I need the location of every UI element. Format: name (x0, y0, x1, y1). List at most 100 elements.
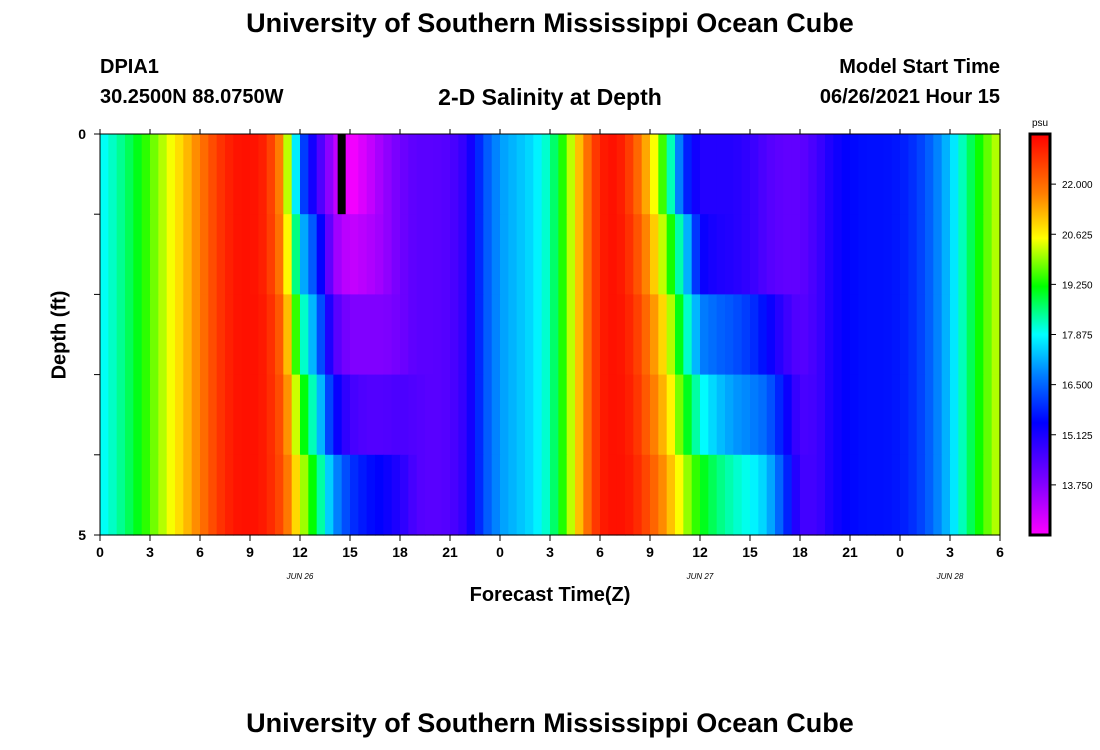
x-tick-label: 0 (896, 544, 904, 560)
heatmap-cell (416, 454, 426, 536)
heatmap-cell (866, 134, 876, 215)
y-tick-labels: 05 (78, 126, 86, 543)
heatmap-cell (291, 214, 301, 295)
heatmap-cell (225, 294, 234, 376)
heatmap-cell (283, 134, 293, 215)
heatmap-cell (883, 294, 893, 376)
heatmap-cell (258, 294, 268, 376)
heatmap-cell (666, 134, 676, 215)
heatmap-cell (900, 454, 909, 536)
heatmap-cell (100, 294, 109, 376)
heatmap-cell (641, 214, 651, 295)
heatmap-cell (141, 214, 151, 295)
heatmap-cell (308, 454, 318, 536)
heatmap-cell (691, 214, 701, 295)
heatmap-cell (316, 134, 326, 215)
heatmap-cell (566, 454, 576, 536)
heatmap-cell (241, 134, 251, 215)
heatmap-cell (975, 214, 984, 295)
heatmap-cell (366, 214, 376, 295)
heatmap-cell (433, 134, 443, 215)
heatmap-cell (375, 214, 384, 295)
heatmap-cell (116, 374, 126, 456)
heatmap-cell (691, 454, 701, 536)
heatmap-cell (716, 454, 726, 536)
heatmap-cell (766, 454, 776, 536)
heatmap-cell (416, 214, 426, 295)
heatmap-cell (525, 214, 534, 295)
heatmap-cell (775, 134, 784, 215)
heatmap-cell (441, 374, 451, 456)
heatmap-cell (408, 134, 418, 215)
page-title: University of Southern Mississippi Ocean… (246, 8, 854, 38)
x-tick-label: 12 (292, 544, 308, 560)
heatmap-cell (358, 134, 368, 215)
heatmap-cell (850, 294, 859, 376)
heatmap-cell (608, 214, 618, 295)
heatmap-cell (816, 454, 826, 536)
heatmap-cell (975, 134, 984, 215)
heatmap-cell (408, 374, 418, 456)
heatmap-cell (300, 294, 309, 376)
heatmap-cell (991, 454, 1001, 536)
heatmap-cell (425, 134, 434, 215)
heatmap-cell (450, 294, 459, 376)
heatmap-cell (733, 214, 743, 295)
heatmap-cell (383, 294, 393, 376)
heatmap-cell (775, 214, 784, 295)
heatmap-cell (891, 214, 901, 295)
heatmap-cell (633, 294, 643, 376)
heatmap-cell (775, 374, 784, 456)
heatmap-cell (766, 374, 776, 456)
heatmap-cell (291, 294, 301, 376)
y-axis-label: Depth (ft) (48, 290, 71, 380)
heatmap-cell (508, 454, 518, 536)
heatmap-cell (891, 134, 901, 215)
heatmap-cell (383, 454, 393, 536)
heatmap-cell (466, 374, 476, 456)
heatmap-cell (241, 374, 251, 456)
heatmap-cell (533, 454, 543, 536)
heatmap-cell (100, 214, 109, 295)
heatmap-cell (950, 214, 959, 295)
heatmap-cell (650, 134, 659, 215)
heatmap-cell (175, 214, 184, 295)
station-coordinates: 30.2500N 88.0750W (100, 86, 284, 108)
heatmap-cell (500, 294, 509, 376)
heatmap-cell (533, 294, 543, 376)
heatmap-cell (400, 214, 409, 295)
heatmap-cell (991, 374, 1001, 456)
heatmap-cell (591, 134, 601, 215)
heatmap-cell (200, 294, 209, 376)
heatmap-cell (808, 294, 818, 376)
heatmap-cell (658, 374, 668, 456)
heatmap-cell (825, 374, 834, 456)
heatmap-cell (591, 214, 601, 295)
colorbar-units: psu (1032, 118, 1048, 129)
heatmap-cell (608, 454, 618, 536)
heatmap-cell (250, 374, 259, 456)
heatmap-cell (600, 454, 609, 536)
x-tick-labels: 0 3 6 9 12 15 18 21 0 3 6 9 12 15 18 21 0 3 6 (96, 544, 1004, 560)
heatmap-cell (858, 454, 868, 536)
y-tick-label: 5 (78, 527, 86, 543)
heatmap-cell (791, 214, 801, 295)
x-tick-label: 3 (546, 544, 554, 560)
heatmap-cell (341, 374, 351, 456)
heatmap-cell (733, 374, 743, 456)
heatmap-cell (700, 454, 709, 536)
heatmap-cell (283, 294, 293, 376)
heatmap-cell (366, 454, 376, 536)
heatmap-cell (208, 214, 218, 295)
x-tick-label: 9 (246, 544, 254, 560)
heatmap-cell (258, 214, 268, 295)
x-tick-label: 18 (792, 544, 808, 560)
heatmap-cell (650, 374, 659, 456)
heatmap-cell (741, 374, 751, 456)
heatmap-cell (858, 294, 868, 376)
heatmap-cell (741, 294, 751, 376)
heatmap-cell (908, 214, 918, 295)
heatmap-cell (566, 374, 576, 456)
heatmap-cell (366, 374, 376, 456)
heatmap-cell (708, 374, 718, 456)
